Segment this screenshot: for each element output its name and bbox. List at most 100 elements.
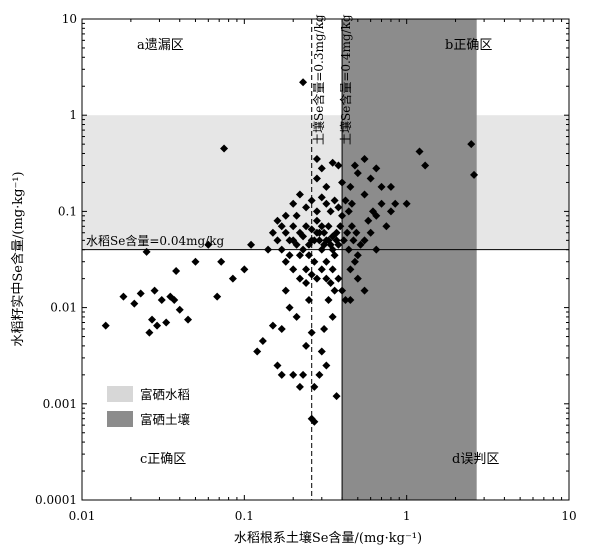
data-point bbox=[317, 265, 326, 274]
legend-label-rice: 富硒水稻 bbox=[140, 387, 190, 402]
data-point bbox=[332, 392, 341, 401]
data-point bbox=[307, 196, 316, 205]
data-point bbox=[317, 193, 326, 202]
data-point bbox=[285, 251, 294, 260]
legend-swatch-soil bbox=[107, 411, 133, 427]
legend-swatch-rice bbox=[107, 386, 133, 402]
y-axis-title: 水稻籽实中Se含量/(mg·kg⁻¹) bbox=[10, 171, 26, 346]
zone-b-label: b正确区 bbox=[445, 38, 492, 53]
data-point bbox=[330, 196, 339, 205]
data-point bbox=[322, 182, 331, 191]
data-point bbox=[347, 222, 356, 231]
data-point bbox=[320, 228, 329, 237]
data-point bbox=[292, 312, 301, 321]
data-point bbox=[145, 328, 154, 337]
data-point bbox=[322, 236, 331, 245]
rice-threshold-label: 水稻Se含量=0.04mg/kg bbox=[86, 233, 224, 248]
data-point bbox=[402, 199, 411, 208]
data-point bbox=[415, 147, 424, 156]
data-point bbox=[310, 417, 319, 426]
data-point bbox=[289, 370, 298, 379]
legend: 富硒水稻 富硒土壤 bbox=[107, 386, 191, 427]
data-point bbox=[382, 222, 391, 231]
data-point bbox=[281, 228, 290, 237]
data-point bbox=[364, 216, 373, 225]
data-point bbox=[204, 240, 213, 249]
data-point bbox=[341, 196, 350, 205]
data-point bbox=[330, 286, 339, 295]
axis-ticks: 0.01 0.1 1 10 10 1 0.1 0.01 0.001 0.0001 bbox=[35, 12, 577, 523]
data-point bbox=[220, 144, 229, 153]
data-point bbox=[346, 182, 355, 191]
data-point bbox=[302, 222, 311, 231]
data-point bbox=[328, 265, 337, 274]
soil-03-label: 土壤Se含量=0.3mg/kg bbox=[311, 14, 326, 145]
data-point bbox=[302, 265, 311, 274]
data-point bbox=[334, 274, 343, 283]
data-point bbox=[170, 295, 179, 304]
data-point bbox=[334, 161, 343, 170]
data-point bbox=[372, 164, 381, 173]
data-point bbox=[310, 257, 319, 266]
data-points bbox=[101, 78, 479, 426]
data-point bbox=[326, 207, 335, 216]
data-point bbox=[328, 312, 337, 321]
data-point bbox=[157, 295, 166, 304]
data-point bbox=[317, 222, 326, 231]
data-point bbox=[360, 286, 369, 295]
data-point bbox=[312, 216, 321, 225]
data-point bbox=[315, 236, 324, 245]
x-tick-label: 0.01 bbox=[69, 509, 96, 523]
y-tick-label: 0.0001 bbox=[35, 493, 77, 507]
data-point bbox=[324, 295, 333, 304]
data-point bbox=[304, 251, 313, 260]
data-point bbox=[353, 274, 362, 283]
data-point bbox=[372, 211, 381, 220]
data-point bbox=[312, 207, 321, 216]
threshold-bands bbox=[82, 19, 569, 500]
data-point bbox=[347, 199, 356, 208]
data-point bbox=[312, 228, 321, 237]
x-tick-label: 0.1 bbox=[235, 509, 254, 523]
data-point bbox=[119, 292, 128, 301]
data-point bbox=[150, 286, 159, 295]
data-point bbox=[326, 279, 335, 288]
data-point bbox=[253, 347, 262, 356]
data-point bbox=[281, 286, 290, 295]
y-tick-label: 0.1 bbox=[58, 204, 77, 218]
data-point bbox=[277, 324, 286, 333]
data-point bbox=[240, 265, 249, 274]
data-point bbox=[346, 295, 355, 304]
data-point bbox=[289, 236, 298, 245]
data-point bbox=[391, 199, 400, 208]
data-point bbox=[312, 155, 321, 164]
y-tick-label: 1 bbox=[69, 108, 77, 122]
data-point bbox=[281, 257, 290, 266]
data-point bbox=[350, 161, 359, 170]
data-point bbox=[334, 203, 343, 212]
y-tick-label: 0.001 bbox=[43, 397, 77, 411]
data-point bbox=[289, 265, 298, 274]
data-point bbox=[302, 203, 311, 212]
data-point bbox=[360, 236, 369, 245]
data-point bbox=[307, 236, 316, 245]
data-point bbox=[346, 265, 355, 274]
data-point bbox=[302, 341, 311, 350]
data-point bbox=[366, 174, 375, 183]
data-point bbox=[299, 78, 308, 87]
data-point bbox=[307, 270, 316, 279]
data-point bbox=[148, 315, 157, 324]
data-point bbox=[356, 240, 365, 249]
data-point bbox=[172, 267, 181, 276]
data-point bbox=[101, 321, 110, 330]
data-point bbox=[467, 140, 476, 149]
data-point bbox=[273, 236, 282, 245]
data-point bbox=[310, 382, 319, 391]
x-axis-title: 水稻根系土壤Se含量/(mg·kg⁻¹) bbox=[234, 530, 422, 546]
y-tick-label: 10 bbox=[62, 12, 77, 26]
y-tick-label: 0.01 bbox=[50, 301, 77, 315]
data-point bbox=[386, 182, 395, 191]
data-point bbox=[273, 216, 282, 225]
data-point bbox=[353, 169, 362, 178]
